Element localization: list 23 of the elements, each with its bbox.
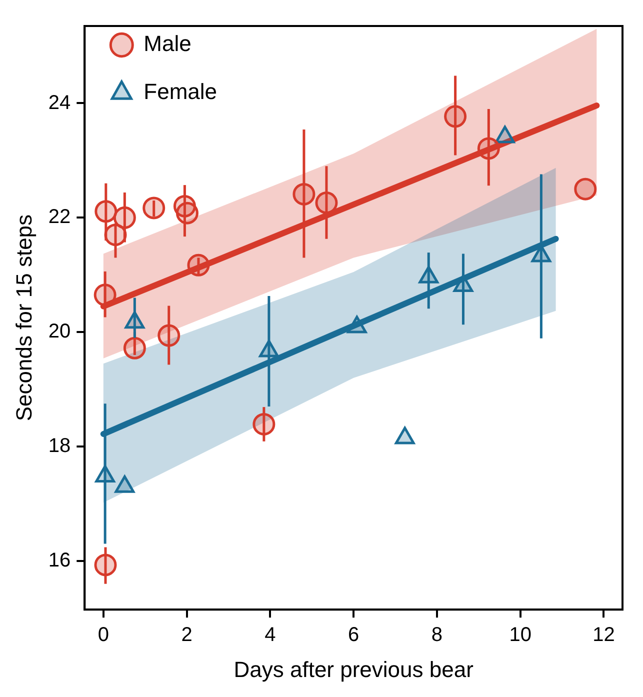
point	[123, 336, 146, 360]
y-tick-label: 18	[48, 435, 71, 458]
legend-label: Female	[144, 79, 218, 104]
point	[347, 316, 367, 334]
point	[142, 196, 166, 220]
point	[114, 475, 135, 493]
x-axis-title: Days after previous bear	[234, 656, 474, 682]
x-tick-label: 2	[181, 624, 192, 646]
point	[187, 254, 210, 276]
point	[394, 426, 415, 444]
y-tick-label: 24	[48, 92, 71, 114]
x-tick-label: 6	[348, 624, 360, 646]
x-tick-label: 10	[509, 624, 532, 646]
legend-label: Male	[144, 31, 192, 56]
y-tick-label: 20	[48, 320, 71, 343]
x-tick-label: 8	[431, 624, 443, 646]
y-axis-title: Seconds for 15 steps	[11, 214, 36, 422]
y-tick-label: 22	[48, 206, 71, 228]
x-tick-label: 12	[592, 624, 615, 646]
x-tick-label: 4	[264, 624, 276, 646]
x-tick-label: 0	[98, 624, 109, 646]
y-tick-label: 16	[48, 549, 71, 572]
point	[574, 178, 597, 200]
